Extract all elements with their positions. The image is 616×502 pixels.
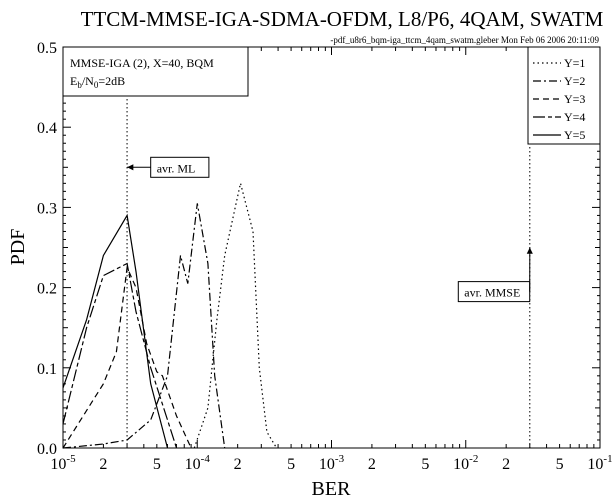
legend: Y=1 Y=2 Y=3 Y=4 Y=5 — [527, 46, 601, 145]
info-e: E — [70, 74, 77, 88]
info-box: MMSE-IGA (2), X=40, BQM Eb/N0=2dB — [62, 46, 249, 97]
x-minor-tick-label: 5 — [421, 456, 429, 473]
x-tick-base: 10 — [50, 456, 66, 473]
x-tick-exponent: -2 — [469, 453, 478, 465]
legend-label-1: Y=1 — [564, 56, 585, 70]
y-tick-label: 0.4 — [37, 120, 57, 137]
annotation-arrowhead-1 — [526, 247, 533, 254]
legend-label-2: Y=2 — [564, 74, 585, 88]
legend-label-5: Y=5 — [564, 128, 585, 142]
x-tick-label: 10-5 — [50, 453, 76, 473]
x-tick-exponent: -4 — [201, 453, 211, 465]
x-minor-tick-label: 5 — [556, 456, 564, 473]
x-minor-tick-label: 2 — [502, 456, 510, 473]
x-tick-label: 10-3 — [319, 453, 345, 473]
series-line-y1 — [193, 183, 278, 449]
x-minor-tick-label: 2 — [234, 456, 242, 473]
generation-stamp: -pdf_u8r6_bqm-iga_ttcm_4qam_swatm.gleber… — [330, 35, 599, 45]
series-line-y4 — [62, 262, 178, 449]
x-axis-label: BER — [312, 478, 352, 500]
plot-frame — [62, 46, 601, 449]
x-tick-label: 10-2 — [453, 453, 478, 473]
y-tick-label: 0.2 — [37, 281, 57, 298]
x-minor-tick-label: 2 — [99, 456, 107, 473]
x-tick-base: 10 — [319, 456, 335, 473]
y-tick-label: 0.3 — [37, 200, 57, 217]
chart-title: TTCM-MMSE-IGA-SDMA-OFDM, L8/P6, 4QAM, SW… — [81, 7, 604, 31]
info-line-1: MMSE-IGA (2), X=40, BQM — [70, 56, 214, 70]
x-tick-label: 10-4 — [185, 453, 211, 473]
series-line-y5 — [62, 213, 169, 449]
legend-frame — [527, 46, 601, 145]
info-sub-b: b — [77, 80, 82, 90]
x-tick-exponent: -3 — [335, 453, 345, 465]
annotation-label-0: avr. ML — [157, 161, 196, 175]
info-n: /N — [82, 74, 94, 88]
x-tick-label: 10-1 — [587, 453, 612, 473]
x-tick-base: 10 — [453, 456, 469, 473]
y-axis-label: PDF — [7, 229, 29, 266]
x-minor-tick-label: 5 — [287, 456, 295, 473]
y-tick-label: 0.1 — [37, 361, 57, 378]
legend-label-3: Y=3 — [564, 92, 585, 106]
legend-label-4: Y=4 — [564, 110, 585, 124]
series-line-y2 — [62, 203, 226, 449]
x-tick-exponent: -5 — [66, 453, 76, 465]
annotation-label-1: avr. MMSE — [464, 286, 520, 300]
info-box-frame — [62, 46, 249, 97]
x-tick-base: 10 — [587, 456, 603, 473]
y-tick-label: 0.0 — [37, 441, 57, 458]
x-minor-tick-label: 2 — [368, 456, 376, 473]
series-line-y3 — [62, 265, 192, 449]
info-suffix: =2dB — [98, 74, 125, 88]
x-tick-base: 10 — [185, 456, 201, 473]
annotation-arrowhead-0 — [127, 164, 134, 171]
x-tick-exponent: -1 — [603, 453, 612, 465]
info-sub-0: 0 — [94, 80, 99, 90]
y-tick-label: 0.5 — [37, 40, 57, 57]
x-minor-tick-label: 5 — [153, 456, 161, 473]
info-line-2: Eb/N0=2dB — [70, 74, 125, 90]
